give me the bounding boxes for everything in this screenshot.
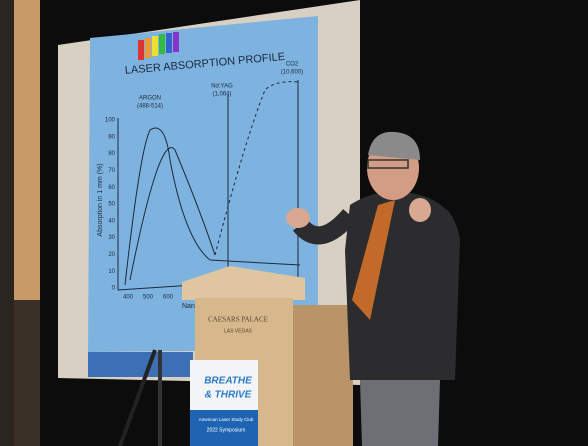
logo-bar: [166, 33, 172, 53]
slide-label: Nd:YAG: [211, 84, 233, 90]
podium-side: [293, 305, 353, 446]
slide-y-tick: 50: [108, 202, 115, 208]
trousers: [360, 380, 440, 446]
doorway: [14, 300, 44, 446]
logo-bar: [138, 40, 144, 60]
slide-x-tick: 600: [163, 295, 174, 301]
slide-x-tick: 500: [143, 295, 154, 301]
logo-bar: [152, 36, 158, 56]
slide-y-tick: 60: [108, 185, 115, 191]
podium-brand: CAESARS PALACE: [208, 316, 268, 324]
slide-label: ARGON: [139, 96, 161, 102]
sign-title: BREATHE: [204, 376, 252, 387]
slide-label: (1,064): [212, 92, 231, 98]
slide-y-tick: 80: [108, 151, 115, 157]
logo-bar: [145, 38, 151, 58]
slide-y-label: Absorption in 1 mm (%): [97, 163, 104, 236]
slide-y-tick: 90: [108, 134, 115, 140]
slide-y-tick: 20: [108, 252, 115, 258]
sign-org: American Laser Study Club: [199, 417, 254, 422]
slide-y-tick: 10: [108, 269, 115, 275]
slide-y-tick: 100: [105, 118, 116, 124]
slide-y-tick: 40: [108, 218, 115, 224]
sign-event: 2022 Symposium: [207, 427, 246, 433]
slide-y-tick: 30: [108, 235, 115, 241]
sign-title: & THRIVE: [205, 390, 252, 401]
logo-bar: [173, 32, 179, 52]
logo-bar: [159, 34, 165, 54]
slide-footer: [88, 352, 193, 377]
hand: [286, 208, 310, 228]
hand: [409, 198, 431, 222]
podium-city: LAS VEGAS: [224, 328, 253, 334]
scene: LASER ABSORPTION PROFILE ARGON(488-514)N…: [0, 0, 588, 446]
wall-edge: [0, 0, 14, 446]
slide-label: (488-514): [137, 104, 163, 110]
slide-y-tick: 70: [108, 168, 115, 174]
slide-x-tick: 400: [123, 295, 134, 301]
slide-label: CO2: [286, 62, 299, 68]
slide-label: (10,600): [281, 70, 303, 76]
